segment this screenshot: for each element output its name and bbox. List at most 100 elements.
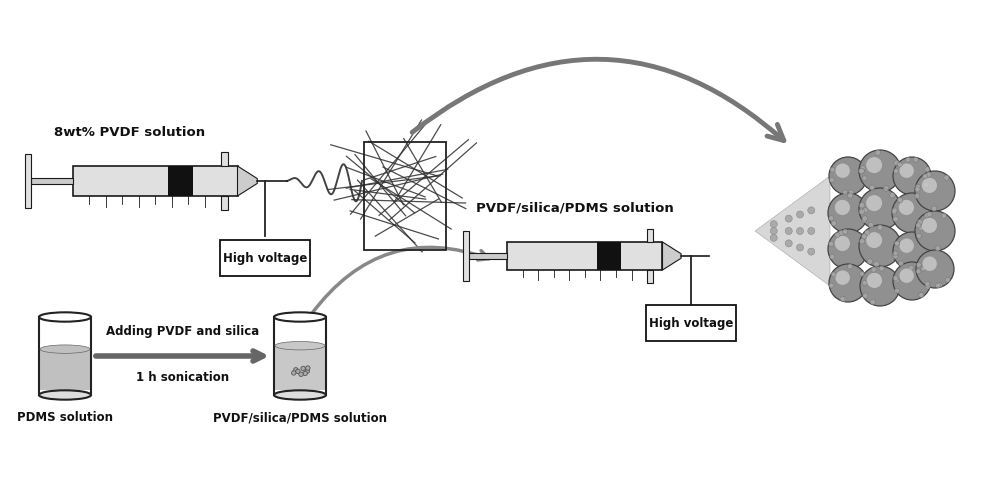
Circle shape <box>892 209 897 215</box>
Circle shape <box>877 225 883 230</box>
Circle shape <box>859 168 864 174</box>
Text: Adding PVDF and silica: Adding PVDF and silica <box>106 325 259 338</box>
Circle shape <box>849 190 854 195</box>
Circle shape <box>921 266 926 271</box>
Circle shape <box>870 299 875 305</box>
Circle shape <box>835 271 850 285</box>
Circle shape <box>916 262 921 267</box>
Bar <box>469 254 507 259</box>
Bar <box>275 317 325 395</box>
Circle shape <box>830 254 835 260</box>
Circle shape <box>915 171 955 211</box>
Circle shape <box>935 246 940 251</box>
Circle shape <box>829 241 834 246</box>
Circle shape <box>306 366 310 370</box>
Circle shape <box>860 271 864 277</box>
Ellipse shape <box>274 312 326 322</box>
Circle shape <box>808 227 815 235</box>
Circle shape <box>883 186 889 191</box>
Circle shape <box>926 282 931 287</box>
Bar <box>647 270 653 282</box>
Circle shape <box>916 250 954 288</box>
Circle shape <box>860 266 900 306</box>
Circle shape <box>292 371 296 375</box>
Circle shape <box>839 230 844 235</box>
Circle shape <box>866 157 882 173</box>
Circle shape <box>926 172 931 177</box>
Bar <box>463 231 469 281</box>
Circle shape <box>915 187 920 192</box>
Circle shape <box>931 206 937 211</box>
Circle shape <box>859 169 864 174</box>
Circle shape <box>859 209 864 214</box>
Circle shape <box>914 193 920 199</box>
Circle shape <box>916 223 921 228</box>
Circle shape <box>917 233 922 238</box>
Bar <box>40 349 90 390</box>
Circle shape <box>893 157 931 195</box>
Circle shape <box>862 280 867 285</box>
Circle shape <box>919 292 924 297</box>
Circle shape <box>299 372 303 377</box>
Circle shape <box>835 236 850 251</box>
Circle shape <box>935 283 940 288</box>
Ellipse shape <box>40 345 90 353</box>
Polygon shape <box>755 176 830 286</box>
Circle shape <box>897 198 902 203</box>
Bar <box>647 229 653 242</box>
Circle shape <box>923 174 928 179</box>
Bar <box>40 317 90 395</box>
Circle shape <box>922 218 937 233</box>
Circle shape <box>944 175 949 180</box>
Circle shape <box>862 176 867 181</box>
Circle shape <box>770 221 777 227</box>
Circle shape <box>917 220 922 225</box>
Circle shape <box>859 188 901 230</box>
Bar <box>275 346 325 390</box>
Text: PVDF/silica/PDMS solution: PVDF/silica/PDMS solution <box>213 411 387 424</box>
Circle shape <box>894 169 899 174</box>
Circle shape <box>922 178 937 193</box>
Circle shape <box>924 183 929 188</box>
Circle shape <box>861 218 867 223</box>
Circle shape <box>843 190 848 195</box>
Bar <box>25 154 31 208</box>
Circle shape <box>937 282 942 288</box>
Circle shape <box>847 264 853 269</box>
Circle shape <box>893 276 898 280</box>
Circle shape <box>835 200 850 215</box>
Circle shape <box>859 203 865 208</box>
Circle shape <box>859 239 865 244</box>
FancyBboxPatch shape <box>220 240 310 276</box>
Circle shape <box>906 157 911 162</box>
Circle shape <box>909 265 914 270</box>
Circle shape <box>871 267 876 272</box>
Circle shape <box>941 213 947 218</box>
Circle shape <box>848 193 853 198</box>
Circle shape <box>828 229 868 269</box>
Circle shape <box>893 251 898 256</box>
Bar <box>507 242 662 270</box>
Circle shape <box>897 162 902 167</box>
Circle shape <box>859 225 901 267</box>
Circle shape <box>305 369 309 373</box>
Bar <box>40 349 90 390</box>
Circle shape <box>861 234 867 239</box>
Circle shape <box>863 293 868 298</box>
Circle shape <box>892 193 932 233</box>
Circle shape <box>808 248 815 255</box>
Ellipse shape <box>39 312 91 322</box>
Circle shape <box>865 230 870 235</box>
Circle shape <box>843 229 848 234</box>
Circle shape <box>830 167 835 172</box>
Text: 1 h sonication: 1 h sonication <box>136 371 229 384</box>
Circle shape <box>840 296 845 301</box>
Circle shape <box>796 211 803 218</box>
Circle shape <box>829 283 834 288</box>
Circle shape <box>831 221 836 226</box>
Text: PDMS solution: PDMS solution <box>17 411 113 424</box>
Circle shape <box>919 293 924 297</box>
Circle shape <box>785 227 792 235</box>
Circle shape <box>875 150 881 156</box>
Circle shape <box>945 278 950 282</box>
